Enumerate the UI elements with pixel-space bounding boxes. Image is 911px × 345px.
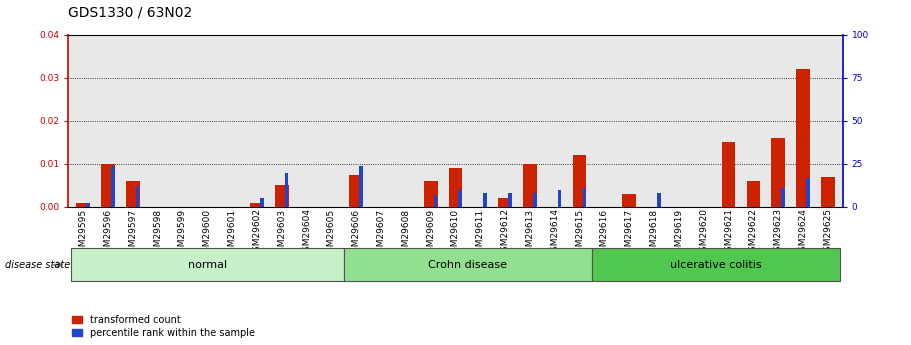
Bar <box>746 181 760 207</box>
Bar <box>592 248 840 281</box>
Bar <box>126 181 139 207</box>
Bar <box>101 164 115 207</box>
Bar <box>111 166 115 207</box>
Bar <box>498 198 512 207</box>
Bar <box>136 186 139 207</box>
Bar <box>722 142 735 207</box>
Bar <box>275 186 289 207</box>
Bar <box>359 166 363 207</box>
Bar <box>251 203 264 207</box>
Bar <box>582 188 587 207</box>
Bar <box>284 172 289 207</box>
Bar <box>77 203 90 207</box>
Bar <box>449 168 462 207</box>
Text: ulcerative colitis: ulcerative colitis <box>670 260 762 270</box>
Bar <box>458 190 462 207</box>
Bar <box>558 190 561 207</box>
Bar <box>71 248 343 281</box>
Bar <box>350 175 363 207</box>
Bar <box>434 195 437 207</box>
Bar <box>260 198 263 207</box>
Bar <box>657 193 660 207</box>
Bar <box>806 178 810 207</box>
Text: normal: normal <box>188 260 227 270</box>
Text: disease state: disease state <box>5 260 70 270</box>
Bar <box>533 193 537 207</box>
Bar <box>573 155 587 207</box>
Text: Crohn disease: Crohn disease <box>428 260 507 270</box>
Bar <box>772 138 785 207</box>
Bar <box>343 248 592 281</box>
Bar <box>508 193 512 207</box>
Bar <box>424 181 437 207</box>
Bar <box>483 193 487 207</box>
Bar <box>523 164 537 207</box>
Bar <box>622 194 636 207</box>
Legend: transformed count, percentile rank within the sample: transformed count, percentile rank withi… <box>68 311 259 342</box>
Text: GDS1330 / 63N02: GDS1330 / 63N02 <box>68 5 192 19</box>
Bar <box>796 69 810 207</box>
Bar <box>821 177 834 207</box>
Bar <box>87 203 90 207</box>
Bar <box>781 188 784 207</box>
